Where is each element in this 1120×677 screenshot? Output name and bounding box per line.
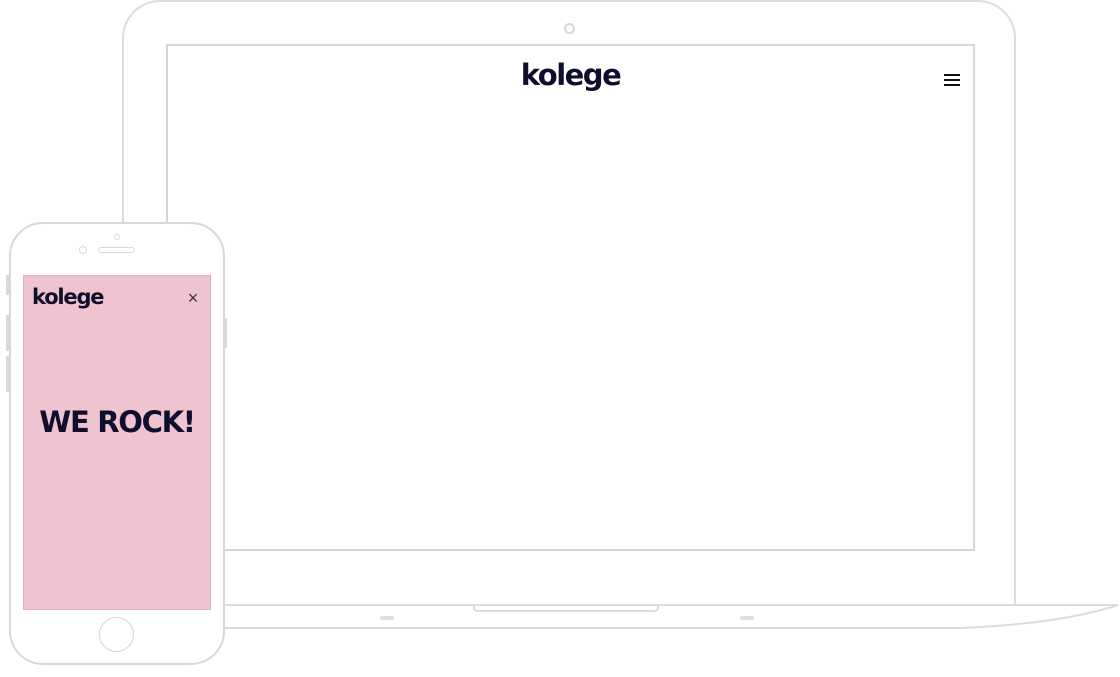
phone-front-camera bbox=[79, 246, 87, 254]
menu-bar bbox=[944, 79, 960, 81]
phone-side-button bbox=[6, 356, 9, 392]
laptop-screen: kolege bbox=[166, 44, 975, 551]
phone-speaker bbox=[98, 247, 135, 253]
laptop-trackpad-notch bbox=[473, 605, 659, 612]
phone-headline: WE ROCK! bbox=[39, 405, 196, 439]
laptop-camera bbox=[564, 23, 575, 34]
phone-home-button[interactable] bbox=[99, 617, 134, 652]
hamburger-icon[interactable] bbox=[944, 74, 960, 88]
laptop-logo[interactable]: kolege bbox=[520, 58, 622, 92]
phone-side-button bbox=[6, 275, 9, 295]
laptop-foot-right bbox=[740, 616, 754, 620]
phone-sensor bbox=[114, 234, 120, 240]
phone-logo[interactable]: kolege bbox=[32, 285, 105, 309]
phone-side-button bbox=[224, 318, 227, 348]
menu-bar bbox=[944, 84, 960, 86]
close-icon[interactable]: × bbox=[187, 288, 199, 308]
phone-screen: kolege × WE ROCK! bbox=[23, 275, 211, 610]
phone-side-button bbox=[6, 315, 9, 351]
menu-bar bbox=[944, 74, 960, 76]
laptop-foot-left bbox=[380, 616, 394, 620]
